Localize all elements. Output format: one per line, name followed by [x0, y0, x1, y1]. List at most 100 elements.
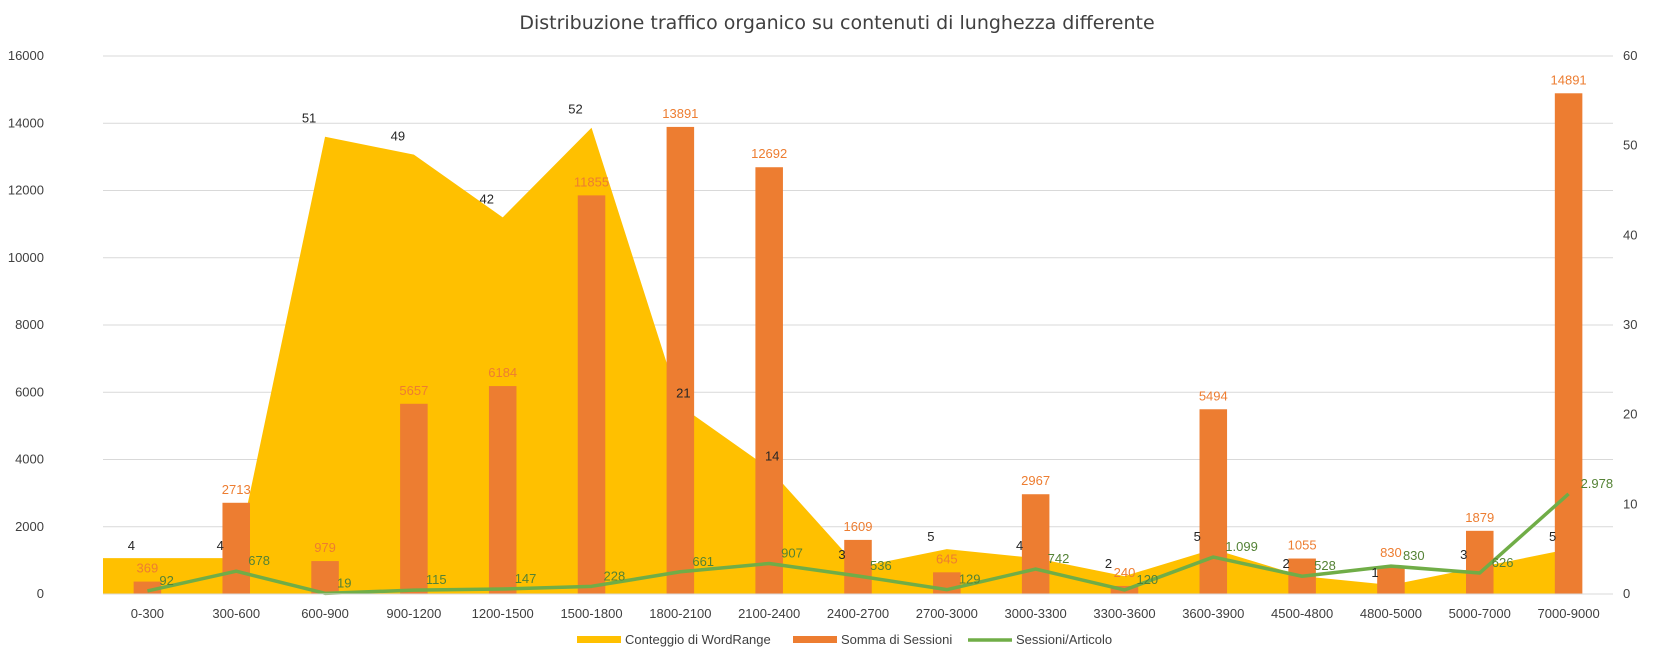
- x-tick-label: 3000-3300: [1005, 606, 1067, 621]
- x-tick-label: 2700-3000: [916, 606, 978, 621]
- bar-data-label: 5494: [1199, 388, 1228, 403]
- area-data-label: 3: [1460, 547, 1467, 562]
- x-tick-label: 600-900: [301, 606, 349, 621]
- area-data-label: 14: [765, 448, 779, 463]
- area-data-label: 52: [568, 102, 582, 117]
- bar-data-label: 2713: [222, 482, 251, 497]
- bar-sessions-sum: [488, 386, 517, 594]
- y-primary-tick-label: 16000: [8, 48, 44, 63]
- bar-data-label: 2967: [1021, 473, 1050, 488]
- bar-data-label: 14891: [1551, 72, 1587, 87]
- x-tick-label: 300-600: [212, 606, 260, 621]
- bar-sessions-sum: [577, 195, 606, 595]
- bar-sessions-sum: [311, 561, 339, 594]
- bar-sessions-sum: [844, 539, 872, 594]
- line-data-label: 120: [1136, 572, 1158, 587]
- x-tick-label: 1500-1800: [560, 606, 622, 621]
- y-primary-tick-label: 2000: [15, 519, 44, 534]
- y-secondary-tick-label: 20: [1623, 407, 1637, 422]
- area-data-label: 21: [676, 386, 690, 401]
- line-data-label: 115: [426, 572, 447, 587]
- x-tick-label: 2100-2400: [738, 606, 800, 621]
- bar-sessions-sum: [1377, 566, 1405, 594]
- line-data-label: 661: [692, 554, 714, 569]
- bar-data-label: 240: [1114, 565, 1136, 580]
- legend-swatch: [793, 636, 837, 643]
- line-data-label: 1.099: [1225, 539, 1258, 554]
- legend-label: Conteggio di WordRange: [625, 632, 771, 647]
- bar-data-label: 830: [1380, 545, 1402, 560]
- x-tick-label: 3600-3900: [1182, 606, 1244, 621]
- y-primary-tick-label: 4000: [15, 452, 44, 467]
- line-data-label: 228: [604, 568, 626, 583]
- bar-data-label: 1609: [844, 519, 873, 534]
- y-primary-tick-label: 0: [37, 586, 44, 601]
- legend: Conteggio di WordRange Somma di Sessioni S…: [577, 632, 1112, 647]
- y-primary-tick-label: 10000: [8, 250, 44, 265]
- line-data-label: 626: [1492, 555, 1514, 570]
- area-data-label: 5: [1549, 529, 1556, 544]
- y-secondary-tick-label: 10: [1623, 496, 1637, 511]
- line-data-label: 536: [870, 558, 892, 573]
- bar-sessions-sum: [1199, 409, 1228, 594]
- area-data-label: 4: [128, 538, 135, 553]
- x-tick-label: 5000-7000: [1449, 606, 1511, 621]
- x-tick-label: 4500-4800: [1271, 606, 1333, 621]
- line-data-label: 830: [1403, 548, 1425, 563]
- bar-sessions-sum: [1021, 494, 1050, 594]
- y-primary-tick-label: 8000: [15, 317, 44, 332]
- line-data-label: 528: [1314, 558, 1336, 573]
- bar-sessions-sum: [222, 502, 251, 594]
- x-tick-label: 7000-9000: [1538, 606, 1600, 621]
- line-data-label: 129: [959, 572, 981, 587]
- x-tick-label: 1800-2100: [649, 606, 711, 621]
- line-series: [147, 492, 1570, 596]
- area-data-label: 2: [1105, 556, 1112, 571]
- bar-data-label: 5657: [399, 383, 428, 398]
- x-tick-label: 4800-5000: [1360, 606, 1422, 621]
- bar-data-label: 369: [137, 561, 159, 576]
- x-tick-label: 1200-1500: [472, 606, 534, 621]
- y-primary-tick-label: 12000: [8, 183, 44, 198]
- bar-data-label: 1879: [1465, 510, 1494, 525]
- line-data-label: 92: [159, 573, 173, 588]
- y-secondary-tick-label: 40: [1623, 227, 1637, 242]
- line-data-label: 147: [515, 571, 537, 586]
- area-data-label: 5: [927, 529, 934, 544]
- line-data-label: 907: [781, 546, 803, 561]
- bar-data-label: 13891: [662, 106, 698, 121]
- bar-sessions-sum: [400, 403, 428, 594]
- bar-sessions-sum: [1554, 93, 1583, 594]
- y-secondary-tick-label: 0: [1623, 586, 1630, 601]
- y-secondary-tick-label: 50: [1623, 138, 1637, 153]
- area-wordrange-count: [103, 127, 1569, 594]
- area-data-label: 42: [479, 191, 493, 206]
- bar-sessions-sum: [1465, 530, 1494, 594]
- bar-data-label: 12692: [751, 146, 787, 161]
- line-data-label: 742: [1048, 551, 1070, 566]
- bar-data-label: 6184: [488, 365, 517, 380]
- data-labels: 369 2713 979 5657 6184 11855 13891 12692 1609 645…: [128, 72, 1613, 590]
- bar-data-label: 1055: [1288, 538, 1317, 553]
- area-series: [103, 127, 1569, 594]
- area-data-label: 4: [1016, 538, 1023, 553]
- y-primary-tick-label: 14000: [8, 115, 44, 130]
- legend-label: Sessioni/Articolo: [1016, 632, 1112, 647]
- y-secondary-tick-label: 60: [1623, 48, 1637, 63]
- legend-label: Somma di Sessioni: [841, 632, 952, 647]
- y-secondary-tick-label: 30: [1623, 317, 1637, 332]
- y-primary-tick-label: 6000: [15, 384, 44, 399]
- area-data-label: 3: [838, 547, 845, 562]
- bar-data-label: 11855: [574, 174, 609, 189]
- bar-data-label: 979: [314, 540, 336, 555]
- bar-data-label: 645: [936, 551, 958, 566]
- area-data-label: 49: [391, 129, 405, 144]
- bar-series: [133, 93, 1583, 595]
- x-tick-label: 2400-2700: [827, 606, 889, 621]
- x-tick-label: 900-1200: [386, 606, 441, 621]
- chart-title: Distribuzione traffico organico su conte…: [519, 12, 1154, 34]
- area-data-label: 1: [1371, 565, 1378, 580]
- area-data-label: 2: [1283, 556, 1290, 571]
- bar-sessions-sum: [666, 126, 695, 594]
